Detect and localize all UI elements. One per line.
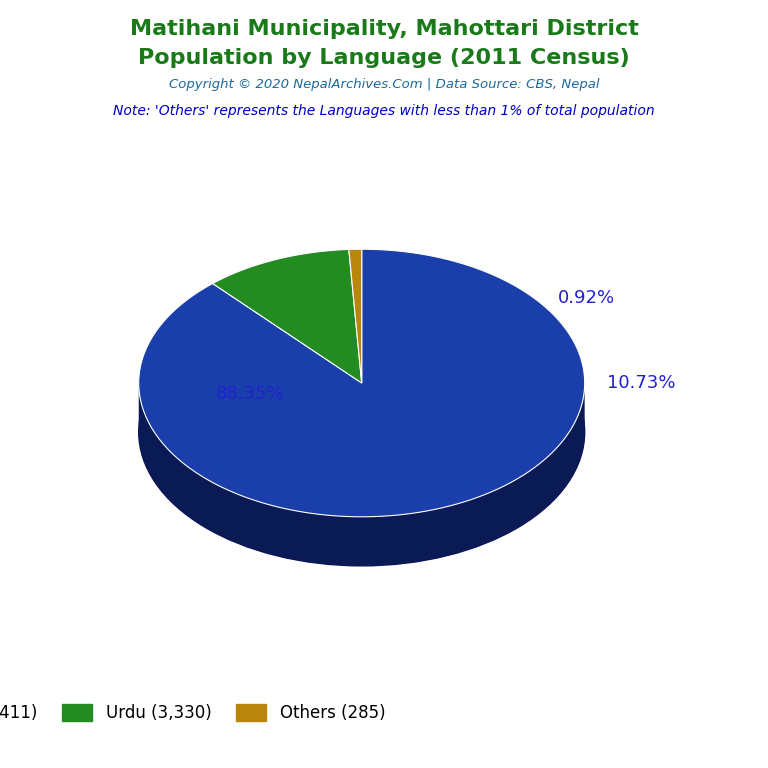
Text: 0.92%: 0.92% bbox=[558, 290, 615, 307]
Text: Population by Language (2011 Census): Population by Language (2011 Census) bbox=[138, 48, 630, 68]
Text: Matihani Municipality, Mahottari District: Matihani Municipality, Mahottari Distric… bbox=[130, 19, 638, 39]
Legend: Maithili (27,411), Urdu (3,330), Others (285): Maithili (27,411), Urdu (3,330), Others … bbox=[0, 697, 392, 729]
Polygon shape bbox=[213, 250, 362, 383]
Text: 88.35%: 88.35% bbox=[216, 386, 284, 403]
Text: Copyright © 2020 NepalArchives.Com | Data Source: CBS, Nepal: Copyright © 2020 NepalArchives.Com | Dat… bbox=[169, 78, 599, 91]
Polygon shape bbox=[139, 250, 584, 517]
Ellipse shape bbox=[139, 298, 584, 566]
Text: 10.73%: 10.73% bbox=[607, 374, 676, 392]
Polygon shape bbox=[139, 384, 584, 566]
Text: Note: 'Others' represents the Languages with less than 1% of total population: Note: 'Others' represents the Languages … bbox=[113, 104, 655, 118]
Polygon shape bbox=[349, 250, 362, 383]
